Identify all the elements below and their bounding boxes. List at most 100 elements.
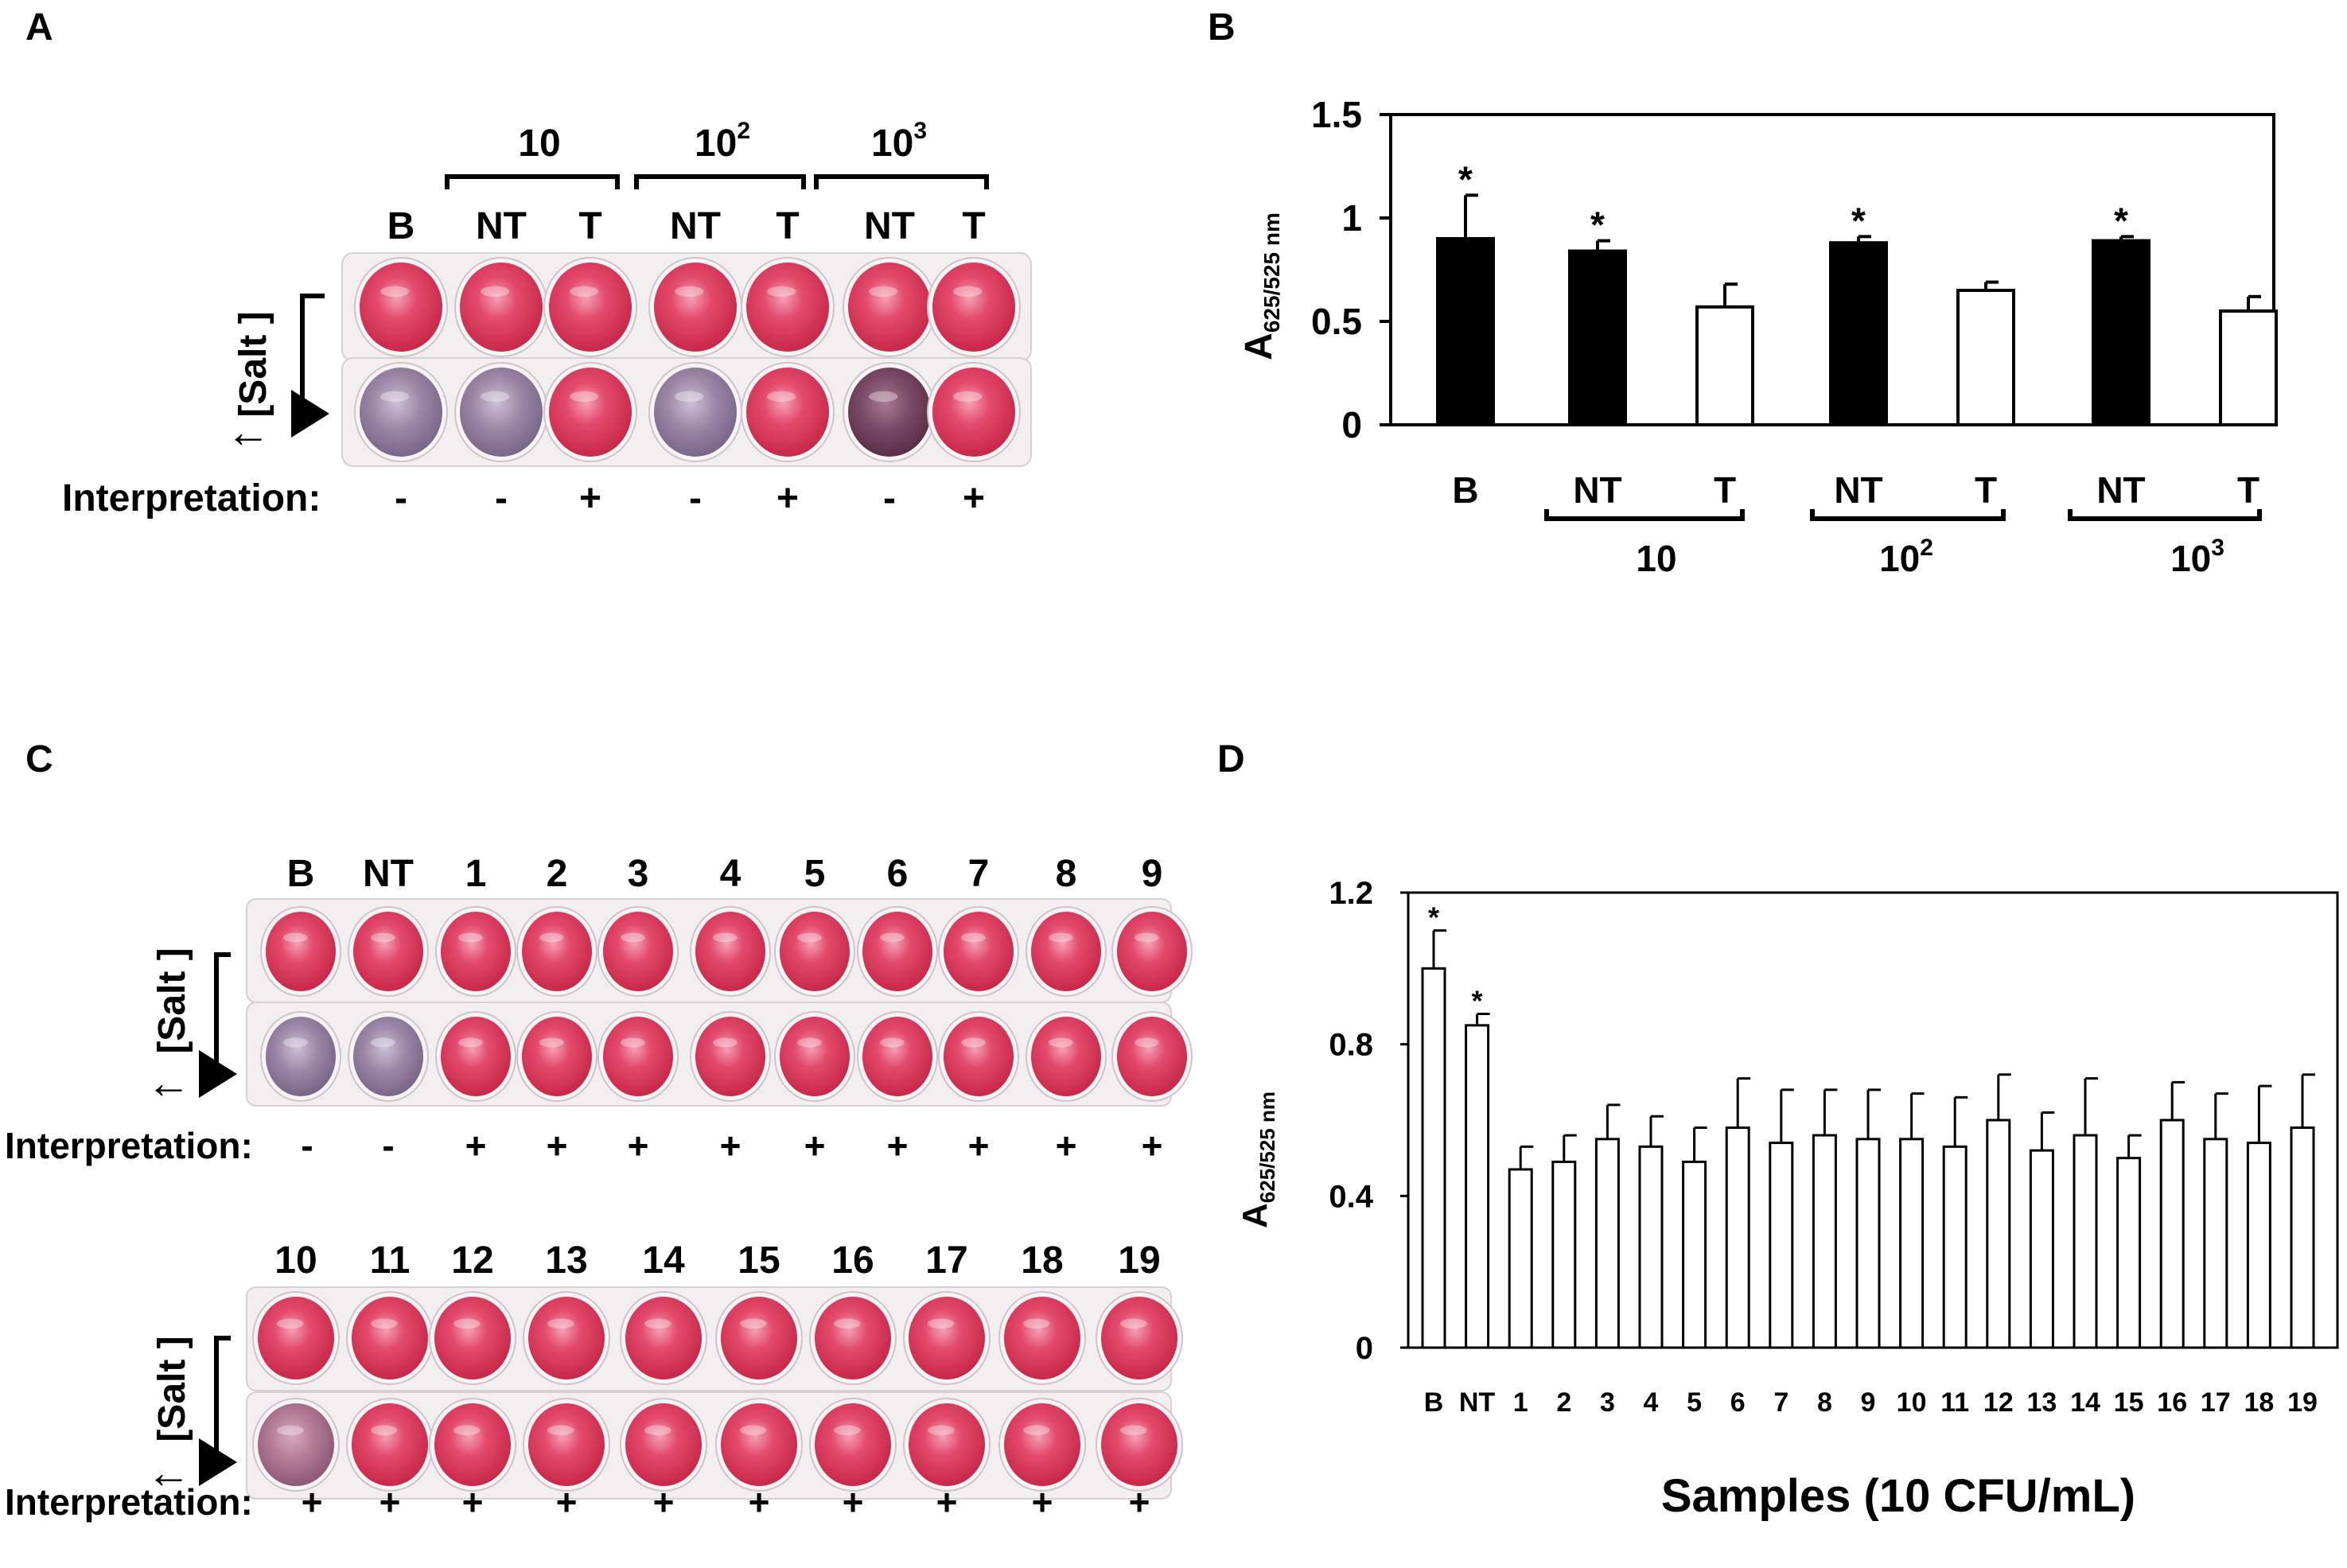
well-highlight: [621, 932, 645, 943]
panel-a-interpretation-sign: +: [776, 477, 799, 519]
panel-a-salt-bracket: [291, 294, 329, 438]
well-highlight: [1023, 1425, 1050, 1436]
well-highlight: [1135, 932, 1159, 943]
panel-c-column-label: 4: [720, 853, 741, 895]
well-highlight: [880, 1037, 905, 1048]
panel-d-xtick-label: 3: [1600, 1387, 1615, 1418]
panel-b-xtick-label: NT: [1834, 469, 1882, 511]
panel-d-bar: [2159, 1119, 2185, 1349]
well: [603, 912, 673, 991]
panel-c-column-label: 10: [274, 1239, 317, 1282]
well: [434, 1297, 511, 1379]
panel-c-salt-label: [Salt ]: [151, 1336, 193, 1442]
panel-c-interpretation-sign: +: [936, 1481, 958, 1523]
well-highlight: [283, 1037, 308, 1048]
panel-b-ytick-label: 0: [1341, 404, 1362, 445]
panel-d-xtick-label: 8: [1817, 1387, 1832, 1418]
well: [352, 1403, 428, 1486]
panel-d-bar: [2073, 1134, 2098, 1349]
well: [932, 368, 1015, 457]
well: [909, 1403, 985, 1486]
panel-c-interpretation-label: Interpretation:: [5, 1481, 253, 1523]
well-highlight: [953, 286, 983, 298]
well: [695, 912, 765, 991]
panel-c-column-label: 9: [1142, 853, 1163, 895]
well: [1117, 912, 1187, 991]
panel-d-xtick-label: 7: [1773, 1387, 1788, 1418]
well-highlight: [880, 932, 905, 943]
well: [1101, 1403, 1177, 1486]
panel-b-ytick-label: 0.5: [1311, 301, 1362, 342]
panel-a-column-label: NT: [864, 205, 915, 247]
panel-b-xtick-label: T: [2237, 469, 2259, 511]
well-highlight: [371, 932, 395, 943]
panel-c-interpretation-sign: +: [556, 1481, 578, 1523]
well-highlight: [713, 1037, 738, 1048]
well: [721, 1297, 797, 1379]
well: [1031, 912, 1101, 991]
well-highlight: [1023, 1318, 1050, 1329]
well: [848, 368, 931, 457]
panel-d-bar: [1421, 967, 1446, 1349]
panel-d-bar: [1855, 1138, 1881, 1349]
well-highlight: [547, 1318, 574, 1329]
panel-d-xtick-label: 11: [1940, 1387, 1969, 1418]
panel-b-significance-star: *: [1590, 204, 1605, 246]
panel-d-ytick-label: 0: [1356, 1331, 1373, 1366]
well: [625, 1297, 702, 1379]
panel-a-interpretation-sign: -: [495, 477, 508, 519]
well-highlight: [621, 1037, 645, 1048]
panel-c-interpretation-sign: +: [302, 1481, 323, 1523]
well: [746, 263, 829, 352]
well-highlight: [767, 286, 796, 298]
panel-d-xtick-label: 10: [1897, 1387, 1927, 1418]
well: [746, 368, 829, 457]
panel-a-bracket: [814, 174, 989, 189]
panel-a-bracket: [445, 174, 620, 189]
panel-b-xtick-label: T: [1975, 469, 1997, 511]
well-highlight: [453, 1425, 481, 1436]
well: [266, 912, 336, 991]
panel-b-bar: [1695, 305, 1754, 426]
panel-d-bar: [1899, 1138, 1925, 1349]
panel-d-xtick-label: 15: [2114, 1387, 2144, 1418]
well-highlight: [570, 286, 599, 298]
panel-c-column-label: 5: [804, 853, 826, 895]
well-highlight: [481, 286, 510, 298]
panel-c-interpretation-sign: +: [749, 1481, 770, 1523]
panel-b-bar: [2092, 239, 2150, 426]
panel-c-column-label: 14: [642, 1239, 685, 1282]
panel-c-column-label: 1: [465, 853, 487, 895]
well-highlight: [713, 932, 738, 943]
well: [360, 368, 442, 457]
well: [932, 263, 1015, 352]
panel-b-ytick-label: 1: [1341, 197, 1362, 239]
well-highlight: [380, 286, 410, 298]
panel-a-column-label: B: [387, 205, 415, 247]
well-highlight: [1120, 1318, 1147, 1329]
panel-d-xtick-label: B: [1424, 1387, 1444, 1418]
panel-c-column-label: B: [287, 853, 315, 895]
well: [815, 1403, 891, 1486]
panel-c-interpretation-sign: +: [1032, 1481, 1053, 1523]
well: [721, 1403, 797, 1486]
panel-d-xtick-label: 13: [2026, 1387, 2057, 1418]
panel-a-interpretation-sign: +: [963, 477, 985, 519]
well: [441, 1017, 511, 1096]
panel-c-column-label: 19: [1118, 1239, 1160, 1282]
panel-a-group-label: 102: [695, 118, 750, 165]
panel-c-interpretation-sign: +: [1142, 1125, 1163, 1166]
well-highlight: [277, 1318, 304, 1329]
well-highlight: [458, 932, 483, 943]
well-highlight: [797, 932, 822, 943]
panel-d-bar: [1465, 1024, 1490, 1349]
well-highlight: [834, 1425, 861, 1436]
panel-c-interpretation-sign: -: [301, 1125, 313, 1166]
panel-c-column-label: 12: [451, 1239, 493, 1282]
well: [695, 1017, 765, 1096]
panel-d-xtick-label: 16: [2157, 1387, 2187, 1418]
well-highlight: [1049, 932, 1073, 943]
panel-c-interpretation-sign: +: [462, 1481, 484, 1523]
well: [258, 1403, 334, 1486]
panel-c-interpretation-sign: +: [804, 1125, 826, 1166]
